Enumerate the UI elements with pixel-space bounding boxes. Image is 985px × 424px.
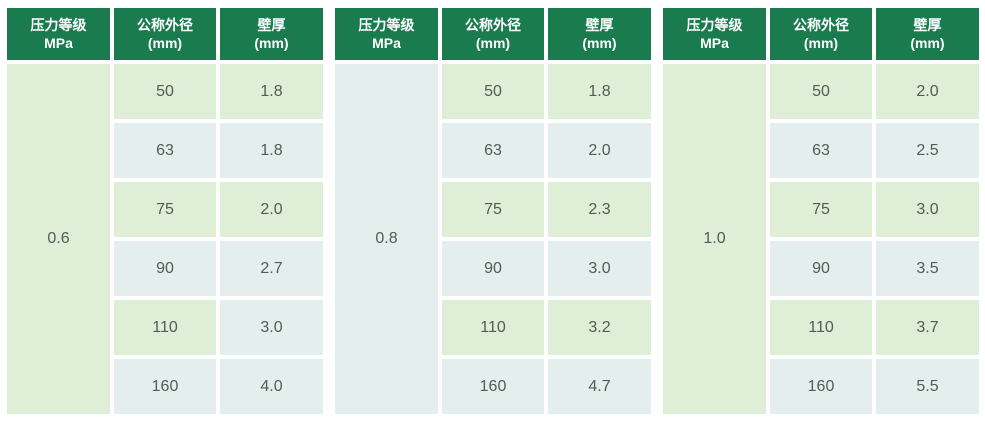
header-diameter-line1: 公称外径 — [137, 16, 193, 33]
spec-table-1.0mpa: 压力等级 MPa 公称外径 (mm) 壁厚 (mm) 1.0 50 2.0 63… — [663, 8, 979, 416]
diameter-cell: 160 — [114, 359, 216, 414]
thickness-cell: 3.0 — [876, 182, 979, 237]
thickness-cell: 3.5 — [876, 241, 979, 296]
header-thickness-line2: (mm) — [910, 35, 945, 51]
diameter-cell: 160 — [442, 359, 544, 414]
header-pressure-line1: 压力等级 — [30, 16, 87, 33]
thickness-cell: 5.5 — [876, 359, 979, 414]
diameter-cell: 110 — [114, 300, 216, 355]
thickness-cell: 2.3 — [548, 182, 651, 237]
diameter-cell: 110 — [442, 300, 544, 355]
header-diameter-line2: (mm) — [147, 35, 183, 51]
diameter-cell: 160 — [770, 359, 872, 414]
header-thickness-line2: (mm) — [582, 35, 617, 51]
header-pressure-line2: MPa — [700, 35, 729, 51]
diameter-cell: 90 — [770, 241, 872, 296]
header-thickness-line1: 壁厚 — [257, 16, 286, 33]
header-cell-pressure: 压力等级 MPa — [7, 8, 110, 60]
thickness-cell: 2.0 — [548, 123, 651, 178]
diameter-cell: 90 — [114, 241, 216, 296]
header-diameter-line1: 公称外径 — [465, 16, 521, 33]
diameter-cell: 75 — [770, 182, 872, 237]
header-cell-thickness: 壁厚 (mm) — [876, 8, 979, 60]
thickness-cell: 2.7 — [220, 241, 323, 296]
diameter-cell: 110 — [770, 300, 872, 355]
thickness-cell: 3.0 — [220, 300, 323, 355]
diameter-cell: 50 — [114, 64, 216, 119]
header-pressure-line2: MPa — [372, 35, 401, 51]
header-cell-diameter: 公称外径 (mm) — [770, 8, 872, 60]
thickness-cell: 2.0 — [220, 182, 323, 237]
pressure-value-cell: 0.6 — [7, 64, 110, 414]
diameter-cell: 63 — [114, 123, 216, 178]
header-diameter-line2: (mm) — [803, 35, 839, 51]
pressure-value-cell: 0.8 — [335, 64, 438, 414]
thickness-cell: 3.7 — [876, 300, 979, 355]
diameter-cell: 63 — [442, 123, 544, 178]
thickness-cell: 1.8 — [220, 123, 323, 178]
diameter-cell: 90 — [442, 241, 544, 296]
header-cell-diameter: 公称外径 (mm) — [114, 8, 216, 60]
pressure-value-cell: 1.0 — [663, 64, 766, 414]
header-cell-pressure: 压力等级 MPa — [663, 8, 766, 60]
header-thickness-line2: (mm) — [254, 35, 289, 51]
header-pressure-line1: 压力等级 — [686, 16, 743, 33]
diameter-cell: 75 — [114, 182, 216, 237]
spec-table-0.6mpa: 压力等级 MPa 公称外径 (mm) 壁厚 (mm) 0.6 50 1.8 63… — [7, 8, 323, 416]
thickness-cell: 4.0 — [220, 359, 323, 414]
thickness-cell: 2.5 — [876, 123, 979, 178]
spec-table-0.8mpa: 压力等级 MPa 公称外径 (mm) 壁厚 (mm) 0.8 50 1.8 63… — [335, 8, 651, 416]
diameter-cell: 75 — [442, 182, 544, 237]
header-pressure-line1: 压力等级 — [358, 16, 415, 33]
header-cell-pressure: 压力等级 MPa — [335, 8, 438, 60]
header-cell-thickness: 壁厚 (mm) — [548, 8, 651, 60]
header-diameter-line2: (mm) — [475, 35, 511, 51]
header-thickness-line1: 壁厚 — [585, 16, 614, 33]
header-pressure-line2: MPa — [44, 35, 73, 51]
thickness-cell: 1.8 — [220, 64, 323, 119]
thickness-cell: 2.0 — [876, 64, 979, 119]
thickness-cell: 1.8 — [548, 64, 651, 119]
thickness-cell: 3.2 — [548, 300, 651, 355]
diameter-cell: 50 — [442, 64, 544, 119]
diameter-cell: 63 — [770, 123, 872, 178]
diameter-cell: 50 — [770, 64, 872, 119]
thickness-cell: 4.7 — [548, 359, 651, 414]
header-diameter-line1: 公称外径 — [793, 16, 849, 33]
header-cell-diameter: 公称外径 (mm) — [442, 8, 544, 60]
thickness-cell: 3.0 — [548, 241, 651, 296]
header-cell-thickness: 壁厚 (mm) — [220, 8, 323, 60]
header-thickness-line1: 壁厚 — [913, 16, 942, 33]
